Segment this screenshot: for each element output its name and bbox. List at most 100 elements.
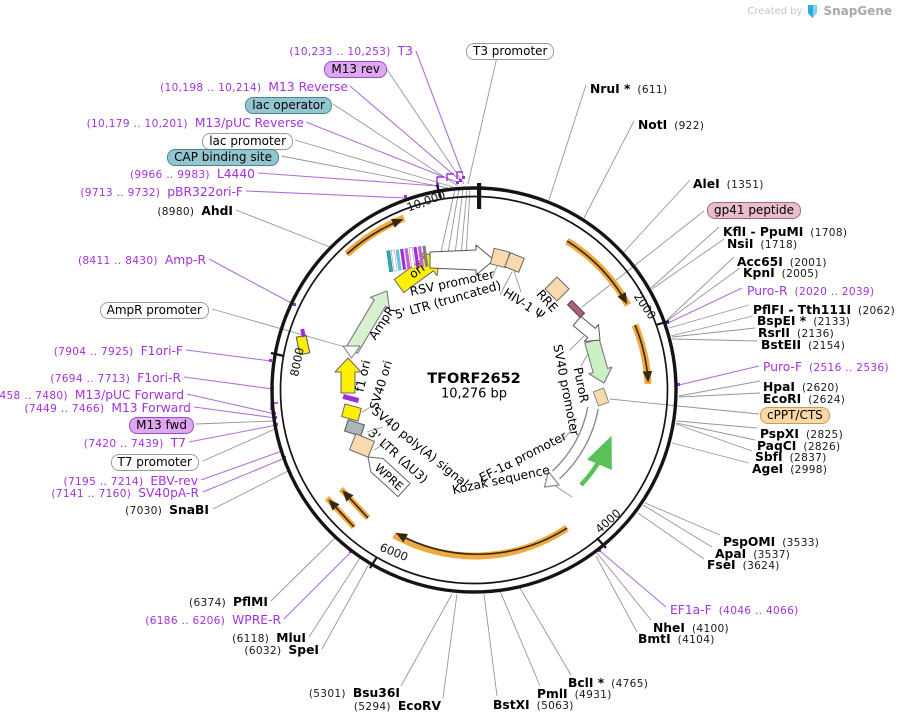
label-spei: (6032) SpeI [244,641,319,657]
label-name: F1ori-F [140,344,183,358]
label-name: PaqCI [757,439,797,453]
label-bcli: BclI * (4765) [568,674,648,690]
label-nrui: NruI * (611) [590,80,667,96]
watermark-brand: SnapGene [823,4,892,18]
snapgene-logo-icon [808,4,818,18]
label-position: (3533) [782,537,820,549]
label-ampr-promoter: AmpR promoter [99,301,209,319]
label-name: F1ori-R [137,371,181,385]
label-name: SnaBI [169,503,209,517]
label-name: Acc65I [737,255,783,269]
label-pmli: PmlI (4931) [537,685,612,701]
watermark-created-by: Created by [747,5,803,17]
label-position: (7420 .. 7439) [83,438,164,450]
label-position: (6032) [244,645,282,657]
rsv-ltr-arrow [429,244,495,276]
label-snabi: (7030) SnaBI [125,501,209,517]
feature-box-label: cPPT/CTS [760,407,830,424]
label-m13-puc-forward: (7458 .. 7480) M13/pUC Forward [0,386,184,402]
label-name: pBR322ori-F [167,185,243,199]
label-position: (2001) [789,257,827,269]
callout-lines-gray [195,56,761,699]
puror-arrow [584,338,613,384]
label-name: EBV-rev [150,474,198,488]
label-position: (2154) [808,340,846,352]
label-ef1a-f: EF1a-F (4046 .. 4066) [670,601,799,617]
orf-arcs [324,214,653,560]
label-name: Bsu36I [352,686,400,700]
label-nhei: NheI (4100) [653,619,729,635]
label-position: (2062) [858,305,896,317]
plasmid-name: TFORF2652 [427,371,521,387]
stack-purple-stripe [342,393,360,403]
label-noti: NotI (922) [638,116,704,132]
label-position: (7449 .. 7466) [24,403,105,415]
label-position: (5301) [308,688,346,700]
label-lac-operator: lac operator [245,96,332,114]
label-name: NruI * [590,82,631,96]
sv40-polya-box [344,419,365,437]
label-position: (2825) [805,429,844,441]
label-amp-r: (8411 .. 8430) Amp-R [78,251,206,267]
label-name: KflI - PpuMI [723,225,804,239]
label-name: BstXI [493,698,530,712]
feature-box-label: gp41 peptide [707,202,801,219]
label-bstxi: BstXI (5063) [493,696,574,712]
gp41-peptide-bar [567,300,585,318]
label-position: (4765) [611,678,649,690]
label-bsteii: BstEII (2154) [761,336,845,352]
label-ecori: EcoRI (2624) [763,390,845,406]
label-name: NsiI [727,237,754,251]
label-gp41-peptide: gp41 peptide [707,201,801,219]
label-name: FseI [707,558,736,572]
label-name: AhdI [201,204,233,218]
label-pflfi-tth111i: PflFI - Tth111I (2062) [753,301,895,317]
cppt-cts-box [592,387,610,407]
label-pbr322ori-f: (9713 .. 9732) pBR322ori-F [80,183,243,199]
label-position: (10,179 .. 10,201) [86,118,188,130]
label-position: (2133) [813,316,851,328]
primer-markers [269,171,680,553]
label-cap-binding-site: CAP binding site [167,148,279,166]
label-position: (6374) [189,597,227,609]
label-puro-r: Puro-R (2020 .. 2039) [747,282,874,298]
label-ebv-rev: (7195 .. 7214) EBV-rev [64,472,198,488]
label-name: EcoRV [397,699,441,713]
ring-yellow-marker [295,334,311,356]
label-apai: ApaI (3537) [715,545,790,561]
label-position: (5294) [353,701,391,713]
label-name: AleI [693,177,720,191]
plasmid-ring [270,183,678,594]
feature-shapes [295,244,613,498]
label-kfli-ppumi: KflI - PpuMI (1708) [723,223,847,239]
label-f1ori-r: (7694 .. 7713) F1ori-R [50,369,181,385]
label-name: HpaI [763,380,795,394]
label-paqci: PaqCI (2826) [757,437,840,453]
callout-lines-purple [183,50,760,620]
label-position: (2998) [790,464,828,476]
label-position: (2136) [797,328,835,340]
label-name: EcoRI [763,392,802,406]
label-name: BstEII [761,338,802,352]
label-rsrii: RsrII (2136) [758,324,834,340]
label-fsei: FseI (3624) [707,556,780,572]
feature-box-label: AmpR promoter [99,302,209,319]
label-ecorv: (5294) EcoRV [354,697,441,713]
label-name: BmtI [638,632,671,646]
sv40-promoter-arrow [572,315,601,342]
label-pspxi: PspXI (2825) [760,425,843,441]
label-position: (2826) [803,441,841,453]
label-sv40pa-r: (7141 .. 7160) SV40pA-R [51,484,199,500]
sv40-ori-box [341,403,362,422]
label-lac-promoter: lac promoter [202,132,293,150]
label-bsu36i: (5301) Bsu36I [309,684,400,700]
label-name: WPRE-R [232,613,281,627]
feature-box-label: M13 fwd [129,417,194,434]
label-position: (7141 .. 7160) [51,488,132,500]
label-name: PspXI [760,427,799,441]
watermark: Created by SnapGene [747,4,892,18]
label-position: (5063) [536,700,574,712]
label-t7: (7420 .. 7439) T7 [84,434,186,450]
label-mlui: (6118) MluI [232,629,306,645]
